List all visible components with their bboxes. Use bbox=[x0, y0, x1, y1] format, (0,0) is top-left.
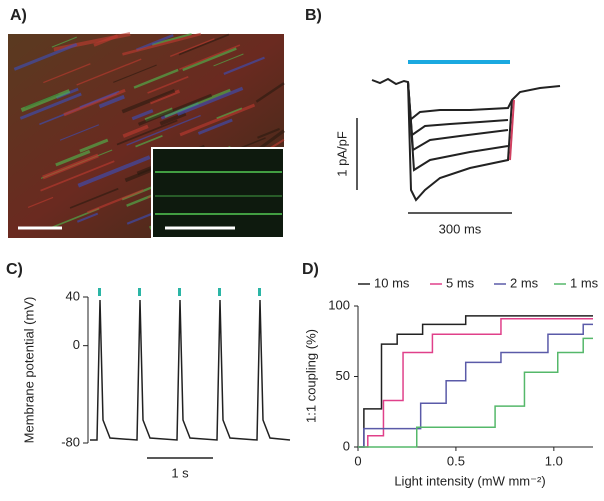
y-tick-label: 0 bbox=[73, 337, 80, 352]
legend-label: 1 ms bbox=[570, 275, 599, 290]
step-line bbox=[358, 337, 593, 448]
inset bbox=[151, 147, 285, 239]
legend-label: 2 ms bbox=[510, 275, 539, 290]
step-line bbox=[358, 323, 593, 448]
fiber bbox=[77, 155, 151, 188]
fiber bbox=[55, 149, 91, 167]
fiber bbox=[42, 153, 99, 180]
fiber bbox=[20, 89, 71, 112]
fiber bbox=[121, 88, 176, 114]
trace-chart: -80 0 40 bbox=[61, 288, 89, 449]
scale-label: 1 s bbox=[171, 465, 189, 480]
fiber bbox=[122, 124, 149, 138]
fiber bbox=[135, 134, 163, 148]
fiber bbox=[27, 196, 54, 208]
scale-label: 300 ms bbox=[439, 221, 482, 236]
fiber bbox=[116, 119, 178, 146]
current-traces bbox=[371, 77, 561, 202]
fiber bbox=[59, 124, 100, 141]
fiber bbox=[133, 68, 179, 89]
x-tick-label: 0 bbox=[354, 453, 361, 468]
fiber bbox=[69, 187, 119, 209]
fiber bbox=[63, 88, 126, 117]
fiber bbox=[176, 86, 244, 116]
fiber bbox=[87, 189, 144, 214]
step-line bbox=[358, 315, 593, 448]
fiber bbox=[51, 36, 77, 48]
fiber bbox=[182, 47, 237, 72]
fiber bbox=[169, 38, 215, 58]
fiber bbox=[126, 114, 201, 146]
scale-label: 1 pA/pF bbox=[334, 131, 349, 177]
panel-label: D) bbox=[302, 261, 319, 278]
fiber bbox=[43, 63, 91, 84]
fiber bbox=[79, 90, 120, 108]
step-chart: 0 50 100 0 0.5 1.0 10 ms 5 ms 2 ms 1 ms bbox=[328, 275, 598, 468]
fiber bbox=[147, 75, 189, 94]
fiber bbox=[122, 32, 202, 56]
y-axis-label: 1:1 coupling (%) bbox=[303, 329, 318, 423]
fiber bbox=[19, 92, 82, 120]
fiber bbox=[13, 42, 78, 71]
membrane-trace bbox=[90, 299, 291, 441]
fiber bbox=[93, 34, 119, 47]
fiber bbox=[179, 103, 256, 137]
y-axis-label: Membrane potential (mV) bbox=[21, 297, 36, 444]
panel-label: B) bbox=[305, 7, 322, 24]
legend-label: 10 ms bbox=[374, 275, 410, 290]
fiber bbox=[131, 109, 154, 121]
fiber bbox=[137, 93, 213, 126]
fiber bbox=[40, 160, 115, 192]
light-pulses bbox=[98, 288, 261, 296]
y-tick-label: -80 bbox=[61, 434, 80, 449]
y-tick-label: 50 bbox=[336, 368, 350, 383]
fiber bbox=[178, 33, 230, 56]
fiber bbox=[164, 88, 231, 118]
fiber bbox=[135, 34, 174, 52]
y-tick-label: 100 bbox=[328, 297, 350, 312]
fiber bbox=[179, 44, 241, 70]
fiber bbox=[151, 32, 192, 46]
x-tick-label: 0.5 bbox=[447, 453, 465, 468]
fiber bbox=[98, 94, 125, 109]
panel-label: A) bbox=[10, 7, 27, 24]
fiber bbox=[255, 82, 285, 103]
fiber bbox=[76, 212, 99, 223]
fiber bbox=[159, 111, 187, 126]
axes bbox=[357, 306, 593, 448]
fiber bbox=[79, 138, 109, 153]
fiber bbox=[223, 56, 265, 75]
x-tick-label: 1.0 bbox=[545, 453, 563, 468]
x-axis-label: Light intensity (mW mm⁻²) bbox=[394, 473, 545, 488]
y-tick-label: 40 bbox=[66, 288, 80, 303]
fiber bbox=[76, 58, 142, 86]
fiber bbox=[257, 127, 280, 139]
legend-label: 5 ms bbox=[446, 275, 475, 290]
fiber bbox=[216, 107, 243, 120]
fiber bbox=[213, 53, 244, 67]
fiber bbox=[149, 89, 181, 105]
fiber bbox=[240, 137, 266, 149]
step-line bbox=[358, 317, 593, 448]
y-tick-label: 0 bbox=[343, 438, 350, 453]
fiber bbox=[113, 64, 157, 83]
panel-label: C) bbox=[6, 261, 23, 278]
fiber bbox=[197, 118, 233, 135]
